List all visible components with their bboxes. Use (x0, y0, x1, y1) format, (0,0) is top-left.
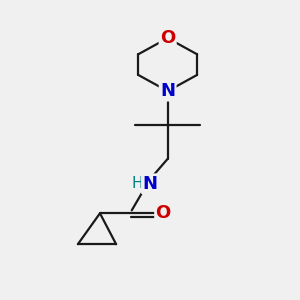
Text: H: H (132, 176, 143, 191)
Text: N: N (160, 82, 175, 100)
Text: O: O (160, 29, 175, 47)
Text: N: N (142, 175, 158, 193)
Text: O: O (156, 204, 171, 222)
